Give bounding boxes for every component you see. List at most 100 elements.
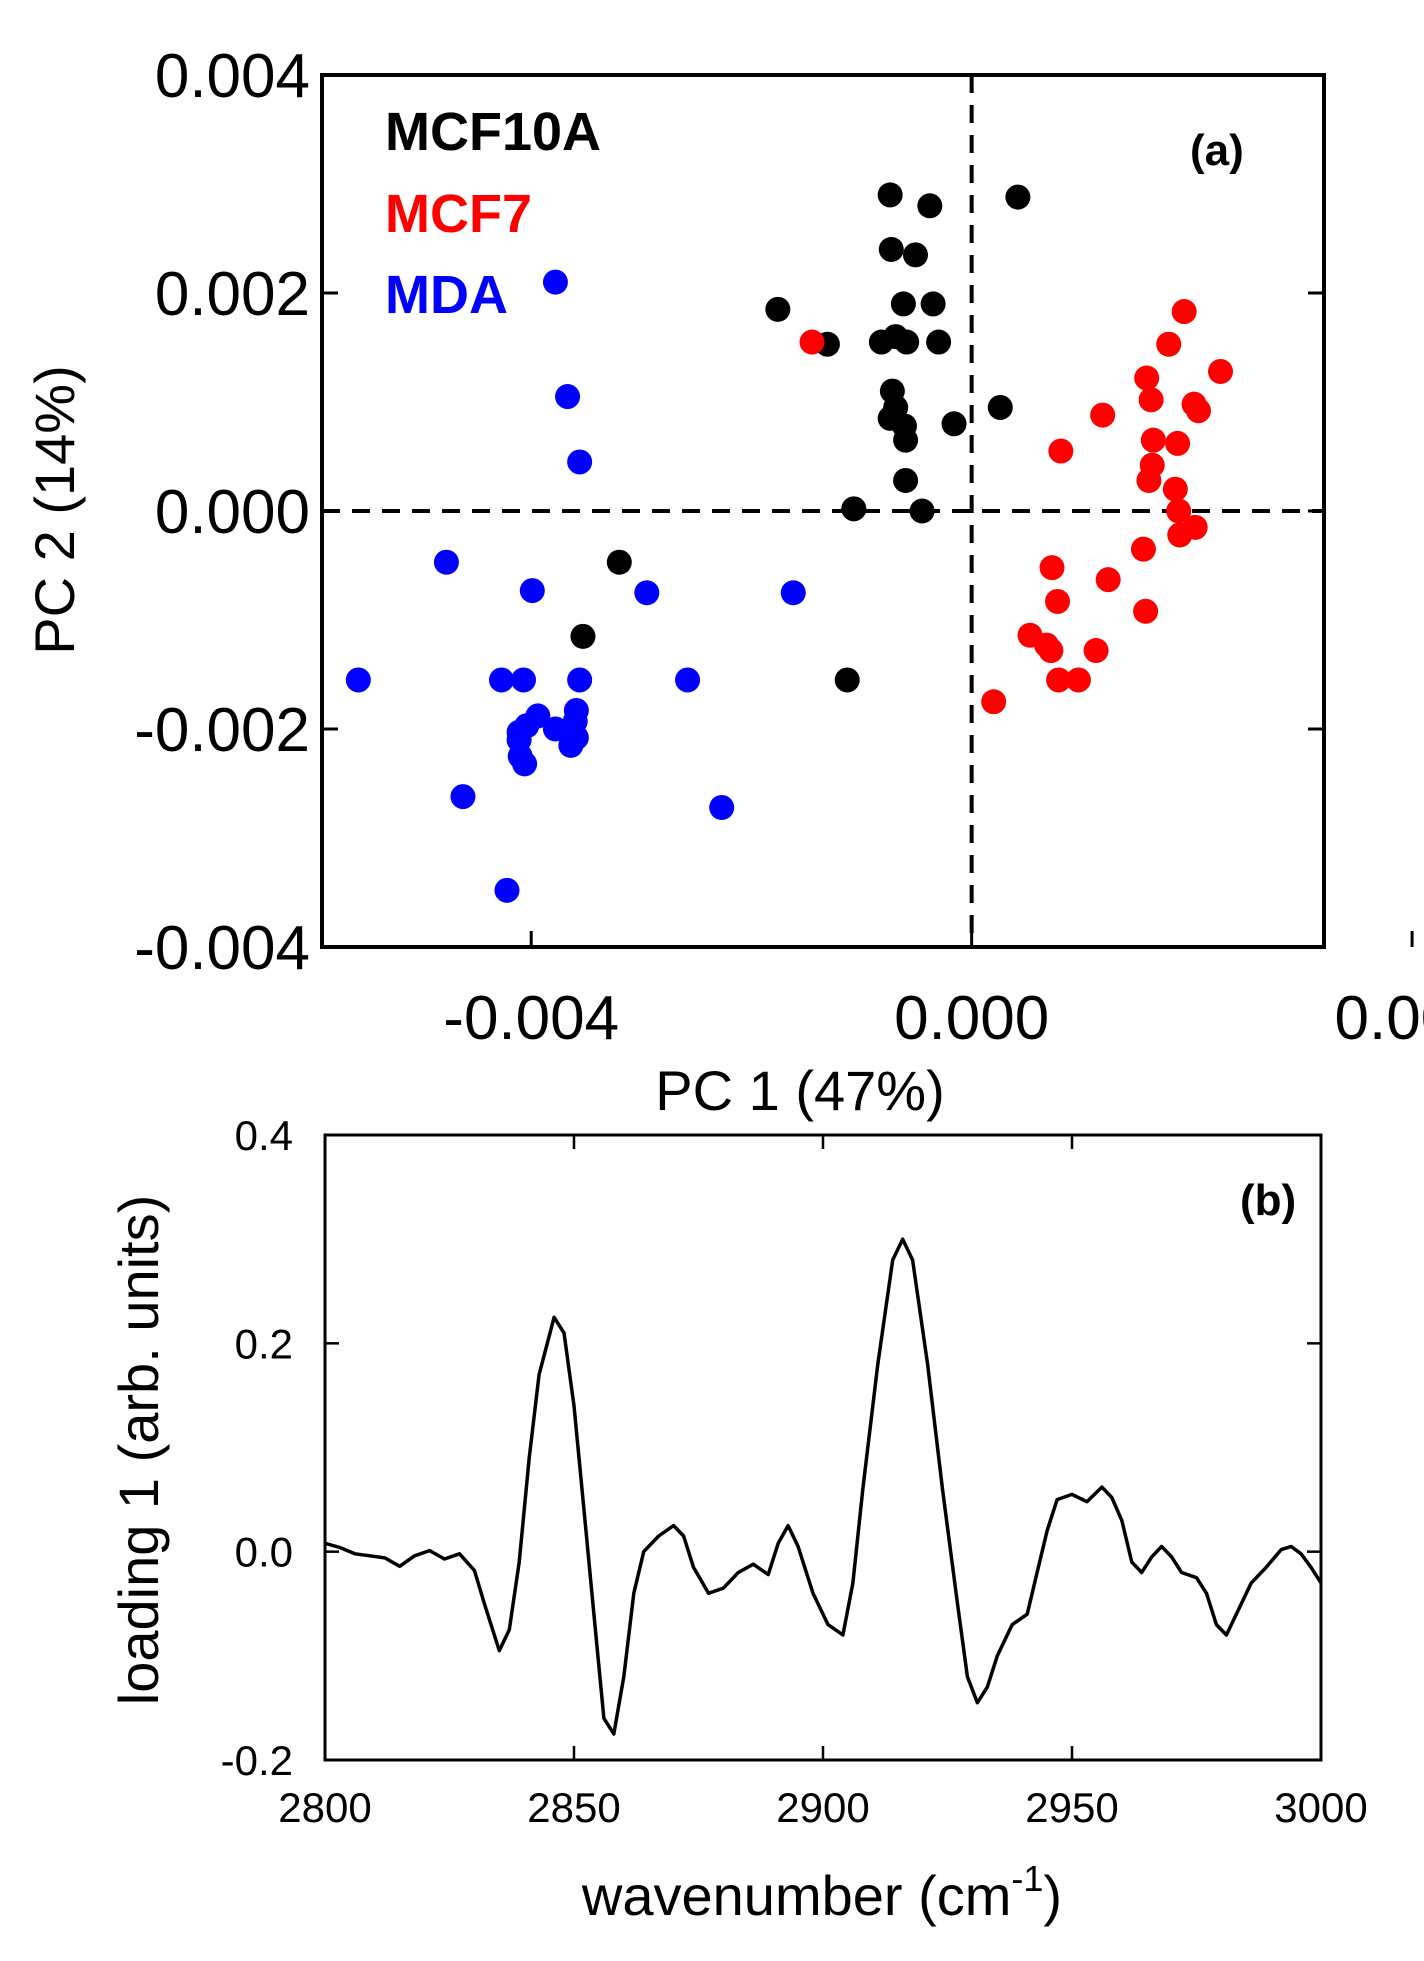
data-point-mda [675,667,701,693]
data-point-mcf10a [902,242,928,268]
data-point-mcf7 [1138,387,1164,413]
panel-b-y-tick-label: 0.4 [235,1112,293,1159]
legend-entry-mda: MDA [385,265,508,325]
panel-a-x-axis-title: PC 1 (47%) [655,1059,944,1122]
data-point-mcf10a [920,291,946,317]
data-point-mda [433,549,459,575]
data-point-mcf10a [877,182,903,208]
data-point-mcf10a [893,427,919,453]
panel-b-y-tick-label: 0.2 [235,1320,293,1367]
series-mcf7 [799,299,1233,715]
data-point-mda [542,269,568,295]
data-point-mda [519,578,545,604]
data-point-mcf7 [1045,588,1071,614]
panel-b-x-axis-title: wavenumber (cm-1) [581,1858,1062,1927]
panel-a-pca-scatter: 0.004 0.002 0.000 -0.002 -0.004 -0.004 0.000 0.… [23,42,1424,1122]
data-point-mda [494,877,520,903]
data-point-mda [511,667,537,693]
data-point-mcf7 [1133,598,1159,624]
data-point-mcf10a [890,291,916,317]
panel-b-x-tick-label: 2900 [776,1784,869,1831]
panel-a-y-tick-label: -0.004 [134,914,310,983]
loading-1-line [324,1237,1323,1736]
data-point-mcf10a [834,667,860,693]
panel-a-x-tick-label: 0.004 [1335,984,1424,1053]
data-point-mcf7 [1140,427,1166,453]
data-point-mcf10a [917,193,943,219]
panel-b-frame [323,1133,1323,1762]
data-point-mda [555,384,581,410]
data-point-mcf7 [1065,667,1091,693]
data-point-mda [709,794,735,820]
data-point-mcf7 [1039,555,1065,581]
data-point-mcf7 [1136,467,1162,493]
data-point-mda [542,716,568,742]
data-point-mcf7 [1090,402,1116,428]
data-point-mcf7 [1046,667,1072,693]
data-point-mda [558,732,584,758]
data-point-mcf7 [1095,567,1121,593]
panel-a-y-tick-label: 0.000 [155,478,310,547]
data-point-mcf7 [1156,331,1182,357]
panel-a-y-tick-label: 0.004 [155,42,310,111]
data-point-mcf10a [909,498,935,524]
data-point-mcf10a [570,623,596,649]
panel-b-label: (b) [1240,1176,1296,1225]
data-point-mda [780,580,806,606]
panel-a-y-tick-label: 0.002 [155,260,310,329]
data-point-mcf10a [765,296,791,322]
data-point-mcf7 [1185,398,1211,424]
data-point-mcf7 [1038,638,1064,664]
data-point-mcf7 [1130,536,1156,562]
data-point-mda [634,580,660,606]
series-mda [345,269,806,903]
data-point-mcf7 [1207,358,1233,384]
data-point-mcf7 [1083,638,1109,664]
data-point-mda [512,751,538,777]
data-point-mda [488,667,514,693]
panel-b-y-tick-label: 0.0 [235,1529,293,1576]
panel-b-y-axis-title: loading 1 (arb. units) [107,1195,170,1706]
data-point-mcf7 [1165,430,1191,456]
data-point-mcf7 [1162,476,1188,502]
data-point-mcf10a [1005,184,1031,210]
data-point-mcf10a [606,549,632,575]
panel-a-points [345,182,1233,903]
x-axis-title-close: ) [1043,1864,1062,1927]
panel-a-x-tick-label: -0.004 [443,984,619,1053]
data-point-mcf7 [799,329,825,355]
data-point-mcf10a [926,329,952,355]
data-point-mcf10a [878,236,904,262]
data-point-mcf10a [841,496,867,522]
panel-a-label: (a) [1190,126,1244,175]
data-point-mda [345,667,371,693]
panel-a-y-tick-label: -0.002 [134,696,310,765]
data-point-mcf10a [894,329,920,355]
data-point-mcf7 [1134,365,1160,391]
legend-entry-mcf7: MCF7 [385,184,532,244]
data-point-mcf7 [981,689,1007,715]
panel-b-x-tick-label: 2800 [278,1784,371,1831]
panel-b-x-tick-label: 2850 [527,1784,620,1831]
data-point-mcf7 [1167,522,1193,548]
data-point-mcf7 [1166,498,1192,524]
data-point-mcf10a [987,394,1013,420]
data-point-mcf7 [1048,438,1074,464]
data-point-mcf10a [941,411,967,437]
series-mcf10a [570,182,1031,693]
data-point-mda [450,784,476,810]
data-point-mda [567,449,593,475]
panel-a-x-tick-label: 0.000 [894,984,1049,1053]
x-axis-title-superscript: -1 [1011,1858,1043,1899]
data-point-mda [567,667,593,693]
data-point-mcf10a [893,467,919,493]
panel-a-ticks: 0.004 0.002 0.000 -0.002 -0.004 -0.004 0.000 0.… [134,42,1424,1053]
data-point-mcf7 [1171,299,1197,325]
x-axis-title-main: wavenumber (cm [581,1864,1011,1927]
panel-b-y-tick-label: -0.2 [221,1737,293,1784]
panel-a-y-axis-title: PC 2 (14%) [23,365,86,654]
panel-b-x-tick-label: 2950 [1025,1784,1118,1831]
